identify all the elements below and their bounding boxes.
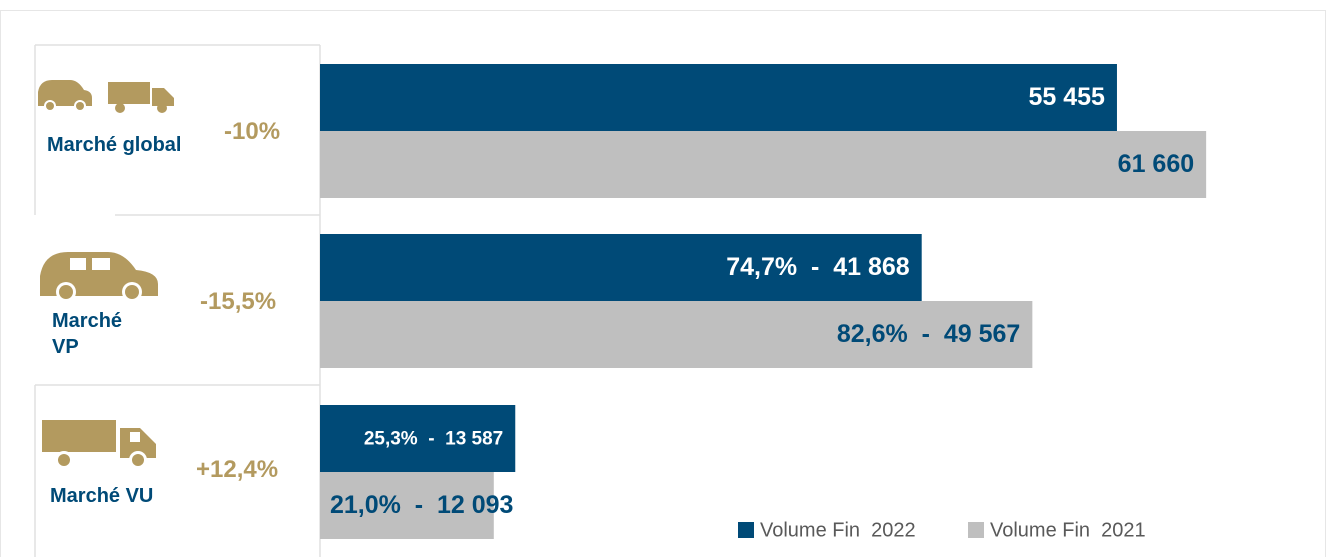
value-label: 21,0% - 12 093	[330, 491, 513, 519]
bar	[320, 472, 494, 539]
category-label: Marché VU	[50, 485, 154, 507]
change-label: -10%	[224, 118, 281, 145]
bar	[320, 405, 516, 472]
change-label: -15,5%	[200, 288, 277, 315]
icons	[38, 80, 174, 469]
bar	[320, 131, 1207, 198]
value-label: 55 455	[1028, 83, 1105, 111]
value-label: 82,6% - 49 567	[837, 320, 1020, 348]
bar	[320, 64, 1117, 131]
value-label: 61 660	[1118, 150, 1194, 178]
change-label: +12,4%	[196, 456, 279, 483]
category-label: Marché global	[47, 134, 182, 156]
bar	[320, 301, 1033, 368]
car-icon	[38, 80, 92, 106]
frame	[0, 10, 1326, 557]
legend-swatch	[738, 522, 754, 538]
category-label: Marché VP	[52, 310, 123, 358]
legend-label: Volume Fin 2021	[990, 519, 1146, 541]
truck-icon	[42, 420, 116, 452]
legend-swatch	[968, 522, 984, 538]
value-label: 25,3% - 13 587	[364, 429, 503, 450]
truck-icon	[108, 82, 150, 104]
bar	[320, 234, 922, 301]
legend-label: Volume Fin 2022	[760, 519, 916, 541]
value-label: 74,7% - 41 868	[726, 253, 910, 281]
